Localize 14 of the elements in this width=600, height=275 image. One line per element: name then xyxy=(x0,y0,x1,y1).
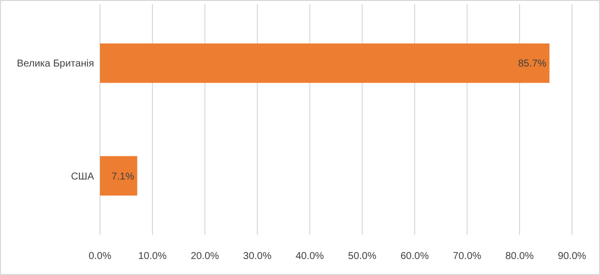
x-tick-label: 80.0% xyxy=(505,251,534,262)
data-label: 7.1% xyxy=(111,171,134,182)
x-tick-label: 40.0% xyxy=(296,251,324,262)
data-label: 85.7% xyxy=(518,58,547,70)
x-tick-label: 20.0% xyxy=(190,251,220,262)
x-tick-label: 30.0% xyxy=(243,251,272,262)
y-tick-label: Велика Британія xyxy=(16,58,94,70)
x-tick-label: 60.0% xyxy=(400,251,429,262)
x-tick-label: 10.0% xyxy=(138,251,167,262)
y-tick-label: США xyxy=(70,171,94,182)
x-tick-label: 50.0% xyxy=(348,251,377,262)
x-tick-label: 0.0% xyxy=(88,251,112,262)
x-tick-label: 90.0% xyxy=(558,251,586,262)
x-tick-label: 70.0% xyxy=(452,251,482,262)
